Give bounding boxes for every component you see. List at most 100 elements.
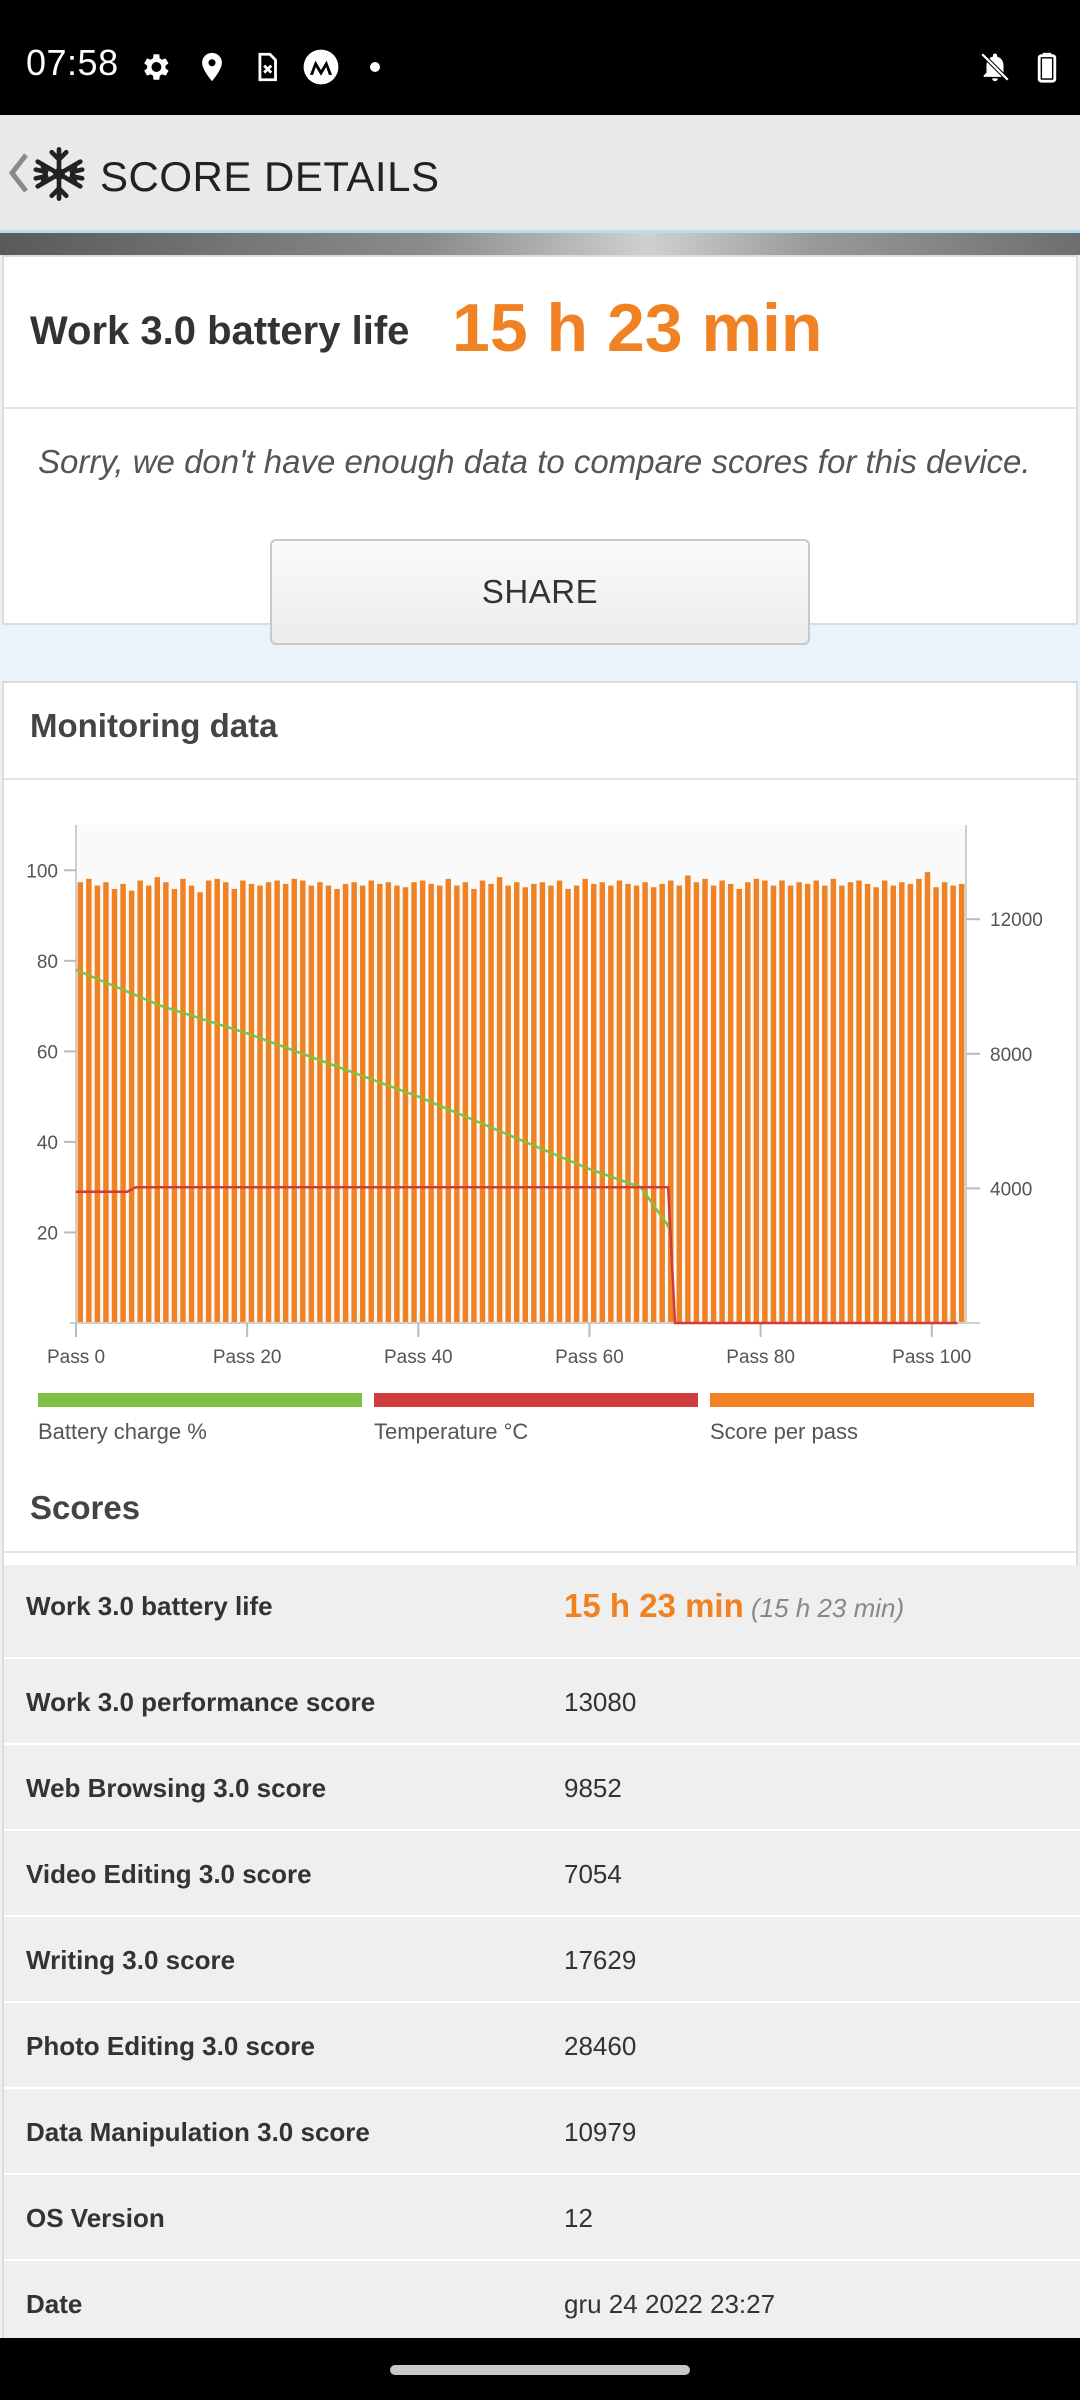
score-bar: [599, 882, 606, 1323]
legend-temperature: Temperature °C: [374, 1393, 698, 1445]
score-bar: [411, 882, 417, 1323]
score-bar: [274, 880, 280, 1323]
score-bar: [830, 878, 837, 1323]
score-bar: [454, 885, 460, 1323]
y-right-tick-label: 4000: [990, 1179, 1032, 1200]
score-bar: [659, 883, 665, 1323]
score-value: 28460: [564, 2031, 637, 2061]
score-bar: [864, 883, 871, 1323]
app-bar: SCORE DETAILS: [0, 115, 1080, 233]
battery-charge-line: [75, 968, 672, 1234]
device-image-strip: [0, 233, 1080, 255]
table-row: Date gru 24 2022 23:27: [4, 2261, 1080, 2338]
legend-swatch-temperature: [374, 1393, 698, 1407]
score-bar: [650, 887, 657, 1323]
divider: [4, 1551, 1076, 1553]
score-bar: [522, 887, 529, 1323]
score-label: Data Manipulation 3.0 score: [26, 2117, 370, 2147]
score-bar: [719, 880, 725, 1323]
score-label: OS Version: [26, 2203, 165, 2233]
score-bar: [608, 885, 614, 1323]
score-bar: [676, 885, 683, 1323]
table-row: Work 3.0 performance score 13080: [4, 1659, 1080, 1745]
score-bar: [907, 883, 914, 1323]
divider: [4, 407, 1076, 409]
x-tick-label: Pass 20: [213, 1347, 282, 1368]
score-bar: [616, 880, 623, 1323]
score-bar: [308, 885, 315, 1323]
legend-label-temperature: Temperature °C: [374, 1419, 529, 1444]
score-bar: [804, 883, 811, 1323]
score-bar: [137, 880, 143, 1323]
home-gesture-handle[interactable]: [390, 2365, 690, 2375]
score-value-sub: (15 h 23 min): [750, 1593, 905, 1623]
monitoring-card: Monitoring data 20 40 60 80 100 4000 8000 12000…: [2, 681, 1080, 2338]
score-bar: [488, 883, 494, 1323]
x-tick-label: Pass 100: [892, 1347, 971, 1368]
content-scroll-area[interactable]: Work 3.0 battery life 15 h 23 min Sorry,…: [0, 233, 1080, 2338]
score-bar: [505, 885, 511, 1323]
legend-label-score: Score per pass: [710, 1419, 858, 1444]
score-bar: [223, 882, 229, 1323]
score-bar: [240, 880, 246, 1323]
score-bar: [471, 888, 477, 1323]
divider: [4, 778, 1076, 780]
x-tick-label: Pass 0: [47, 1347, 105, 1368]
score-bar: [359, 885, 366, 1323]
score-bar: [342, 883, 349, 1323]
score-bar: [214, 878, 220, 1323]
y-left-tick-label: 100: [26, 861, 58, 882]
score-bar: [556, 880, 563, 1323]
score-bar: [702, 878, 708, 1323]
score-bar: [941, 882, 948, 1323]
x-tick-label: Pass 40: [384, 1347, 453, 1368]
score-bar: [539, 882, 546, 1323]
score-label: Photo Editing 3.0 score: [26, 2031, 315, 2061]
table-row: Data Manipulation 3.0 score 10979: [4, 2089, 1080, 2175]
score-bar: [180, 878, 186, 1323]
navigation-bar: [0, 2338, 1080, 2400]
score-bar: [86, 878, 92, 1323]
score-bar: [727, 883, 734, 1323]
score-bar: [120, 883, 126, 1323]
score-value: 13080: [564, 1687, 637, 1717]
score-bar: [531, 883, 537, 1323]
score-bar: [847, 882, 854, 1323]
score-value-main: 15 h 23 min: [564, 1587, 744, 1624]
score-bar: [548, 885, 554, 1323]
score-bar: [325, 885, 332, 1323]
chevron-left-icon[interactable]: [6, 151, 30, 195]
score-label: Date: [26, 2289, 83, 2319]
score-bar: [300, 880, 306, 1323]
y-right-tick-label: 8000: [990, 1045, 1032, 1066]
score-bar: [573, 885, 580, 1323]
table-row: Web Browsing 3.0 score 9852: [4, 1745, 1080, 1831]
score-bar: [899, 882, 905, 1323]
score-bar: [565, 888, 571, 1323]
score-bar: [625, 883, 631, 1323]
table-row: Work 3.0 battery life 15 h 23 min (15 h …: [4, 1565, 1080, 1659]
monitoring-chart: 20 40 60 80 100 4000 8000 12000 Pass 0 Pass 20 Pas…: [26, 825, 1043, 1368]
score-value: 7054: [564, 1859, 622, 1889]
score-bar: [693, 882, 700, 1323]
score-bar: [205, 880, 212, 1323]
score-bar: [231, 888, 238, 1323]
score-bar: [445, 878, 451, 1323]
score-bar: [394, 885, 400, 1323]
scores-title: Scores: [30, 1489, 141, 1526]
score-bar: [513, 882, 520, 1323]
score-bar: [163, 882, 169, 1323]
share-button[interactable]: SHARE: [270, 539, 810, 645]
score-bar: [146, 885, 152, 1323]
score-label: Work 3.0 battery life: [26, 1591, 273, 1621]
legend-swatch-score: [710, 1393, 1034, 1407]
score-bar: [402, 887, 409, 1323]
score-bar: [317, 882, 323, 1323]
score-bar: [265, 882, 272, 1323]
score-bar: [479, 880, 486, 1323]
score-bar: [839, 885, 845, 1323]
score-bar: [334, 888, 340, 1323]
score-bar: [736, 888, 742, 1323]
score-bar: [958, 883, 965, 1323]
score-bar: [642, 882, 648, 1323]
